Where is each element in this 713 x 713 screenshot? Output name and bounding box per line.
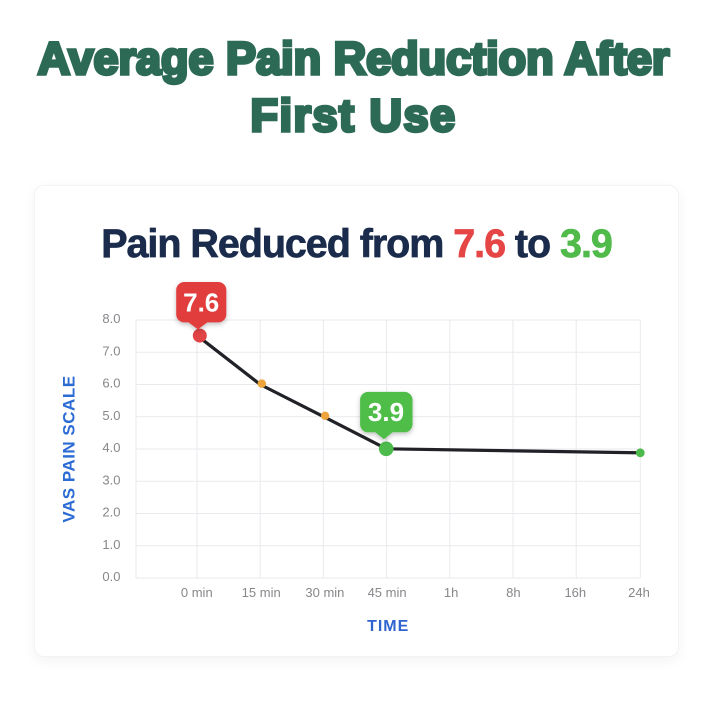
svg-text:VAS PAIN SCALE: VAS PAIN SCALE [60, 375, 79, 522]
svg-text:2.0: 2.0 [102, 505, 120, 520]
svg-text:16h: 16h [564, 585, 586, 600]
svg-text:3.0: 3.0 [102, 472, 120, 487]
svg-text:0.0: 0.0 [102, 569, 120, 584]
svg-text:24h: 24h [628, 585, 650, 600]
svg-text:0 min: 0 min [181, 585, 213, 600]
svg-text:45 min: 45 min [368, 585, 407, 600]
svg-text:15 min: 15 min [242, 585, 281, 600]
svg-text:6.0: 6.0 [102, 376, 120, 391]
svg-text:5.0: 5.0 [102, 408, 120, 423]
svg-text:7.0: 7.0 [102, 343, 120, 358]
svg-text:3.9: 3.9 [368, 397, 404, 427]
svg-text:30 min: 30 min [305, 585, 344, 600]
svg-text:TIME: TIME [367, 618, 409, 635]
svg-text:1.0: 1.0 [102, 537, 120, 552]
svg-text:8.0: 8.0 [102, 311, 120, 326]
svg-text:1h: 1h [444, 585, 458, 600]
svg-text:4.0: 4.0 [102, 440, 120, 455]
svg-text:7.6: 7.6 [183, 288, 219, 318]
svg-text:8h: 8h [506, 585, 520, 600]
